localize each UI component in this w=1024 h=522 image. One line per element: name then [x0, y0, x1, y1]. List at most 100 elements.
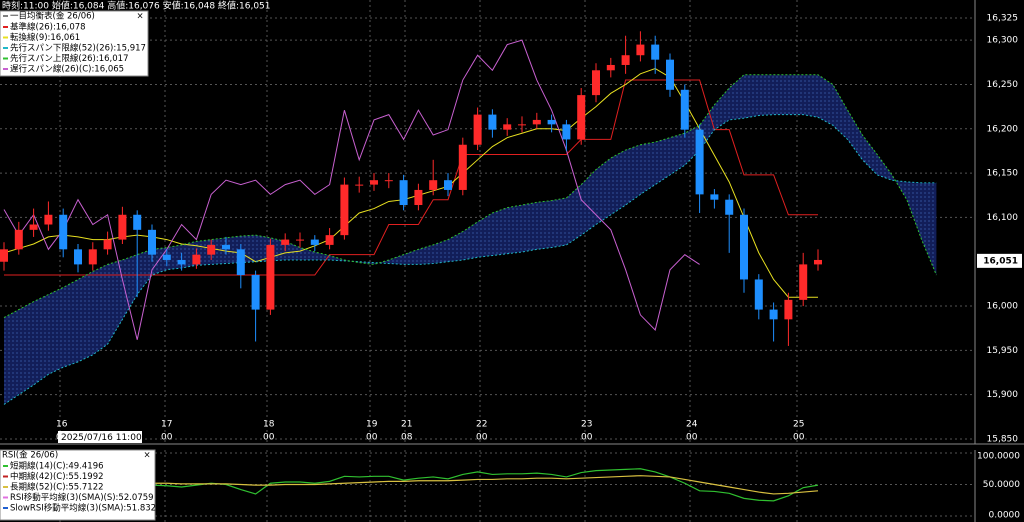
legend: × 一目均衡表(金 26/06): [0, 10, 149, 77]
candle-body: [488, 114, 497, 130]
candle-body: [769, 309, 778, 320]
legend-close[interactable]: ×: [143, 451, 150, 461]
header: 時刻:11:00 始値:16,084 高値:16,076 安値:16,048 終…: [2, 0, 271, 12]
y-tick-label: 16,325: [987, 14, 1019, 24]
candle-body: [532, 119, 541, 125]
candle-body: [296, 239, 304, 241]
last-price-box: [977, 253, 1022, 268]
legend-entry: 先行スパン上限線(26):16,017: [10, 53, 128, 64]
candle-body: [251, 275, 260, 310]
legend-box: [0, 449, 156, 521]
candle-body: [754, 279, 763, 310]
candle-body: [592, 70, 600, 96]
x-time-label: 00: [476, 433, 488, 443]
y-tick-label: 16,100: [987, 213, 1019, 223]
legend-entry: 転換線(9):16,061: [10, 32, 80, 43]
candle-body: [14, 229, 23, 250]
candle-body: [44, 214, 53, 225]
legend-title: RSI(金 26/06): [2, 450, 58, 461]
y-tick-label: 15,950: [987, 346, 1019, 356]
indicator-line: [3, 39, 700, 340]
candle-body: [740, 214, 748, 280]
legend-entry: 先行スパン下限線(52)(26):15,917: [10, 43, 146, 54]
cloud-fill: [4, 74, 937, 405]
candle-body: [606, 64, 615, 71]
x-day-label: 22: [476, 420, 487, 430]
candle-body: [577, 95, 586, 140]
y-tick-label: 15,900: [987, 390, 1019, 400]
x-time-label: 00: [161, 433, 173, 443]
legend-close[interactable]: ×: [136, 12, 143, 22]
x-day-label: 19: [366, 420, 378, 430]
legend-entry: 短期線(14)(C):49.4196: [10, 461, 104, 472]
x-time-label: 00: [366, 433, 378, 443]
cloud: [4, 74, 937, 405]
legend-title: 一目均衡表(金 26/06): [10, 11, 95, 22]
candle-body: [355, 184, 364, 186]
candle-body: [148, 229, 156, 255]
candle-body: [118, 214, 127, 240]
candle-body: [207, 244, 216, 255]
cursor-box: [58, 431, 142, 443]
y-tick-label: 100.0000: [977, 452, 1020, 462]
y-tick-label: 16,200: [987, 124, 1019, 134]
candle-body: [473, 114, 482, 145]
legend-entry: SlowRSI移動平均線(3)(SMA):51.8321: [10, 503, 161, 514]
candle-body: [192, 254, 201, 265]
candle-body: [370, 180, 378, 185]
candle-body: [503, 124, 512, 130]
x-time-label: 00: [263, 433, 275, 443]
y-tick-label: 50.0000: [983, 480, 1020, 490]
rsi-legend: × RSI(金 26/06): [0, 449, 156, 521]
candle-body: [695, 129, 704, 195]
legend-entry: RSI移動平均線(3)(SMA)(S):52.0759: [10, 492, 154, 503]
candle-body: [814, 259, 822, 265]
labels: 15,850 15,900 15,950 16,000 16,100 16,150 16,2…: [56, 14, 1022, 445]
x-day-label: 18: [263, 420, 275, 430]
candle-body: [725, 199, 734, 215]
y-tick-label: 16,300: [987, 36, 1019, 46]
indicator-line: [4, 79, 818, 276]
candle-body: [518, 124, 526, 126]
y-tick-label: 16,250: [987, 80, 1019, 90]
x-time-label: 00: [581, 433, 593, 443]
candles: [0, 31, 822, 346]
legend-entry: 中期線(42)(C):55.1992: [10, 471, 104, 482]
legend-box: [0, 10, 149, 77]
candle-body: [162, 254, 171, 260]
candle-body: [458, 144, 467, 190]
candle-body: [59, 214, 68, 250]
y-tick-label: 0.0000: [989, 511, 1021, 521]
cursor-label: 2025/07/16 11:00: [61, 433, 142, 443]
candle-body: [0, 249, 8, 262]
candle-body: [710, 194, 719, 200]
candle-body: [384, 180, 393, 182]
candle-body: [429, 180, 438, 190]
legend-entry: 基準線(26):16,078: [10, 22, 86, 33]
candle-body: [651, 44, 660, 60]
candle-body: [799, 264, 808, 300]
x-time-label: 00: [686, 433, 698, 443]
x-day-label: 23: [581, 420, 592, 430]
x-day-label: 24: [686, 420, 698, 430]
last-price-label: 16,051: [983, 256, 1018, 266]
y-tick-label: 16,150: [987, 169, 1019, 179]
candle-body: [133, 214, 142, 230]
x-day-label: 21: [401, 420, 412, 430]
candle-body: [325, 235, 334, 245]
candle-body: [399, 180, 408, 206]
candle-body: [340, 184, 349, 236]
candle-body: [222, 244, 230, 250]
candle-body: [636, 44, 645, 56]
y-tick-label: 16,000: [987, 302, 1019, 312]
candle-body: [680, 89, 689, 130]
legend-entry: 遅行スパン線(26)(C):16,065: [10, 64, 124, 75]
candle-body: [266, 244, 275, 310]
candle-body: [444, 180, 452, 190]
x-time-label: 00: [793, 433, 805, 443]
x-time-label: 08: [401, 433, 413, 443]
candle-body: [784, 299, 793, 320]
candle-body: [236, 249, 245, 276]
candle-body: [414, 189, 423, 206]
